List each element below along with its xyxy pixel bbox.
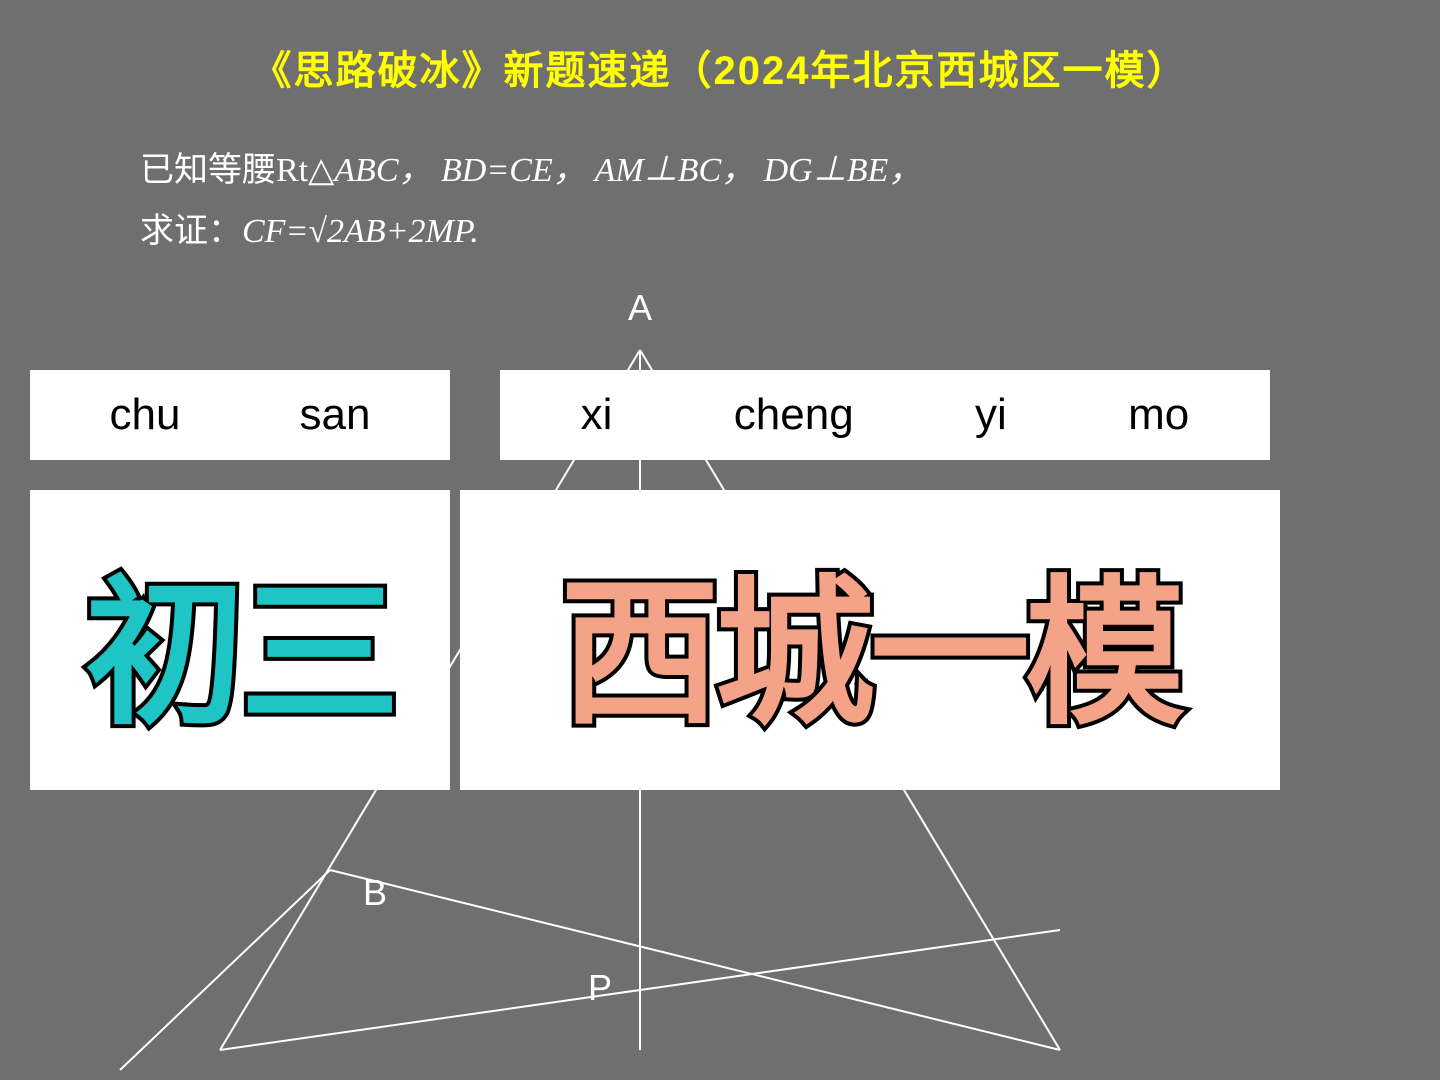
pinyin-mo: mo: [1128, 390, 1189, 440]
pinyin-chu: chu: [110, 390, 181, 440]
pinyin-san: san: [300, 390, 371, 440]
pinyin-yi: yi: [975, 390, 1007, 440]
problem-statement: 已知等腰Rt△ABC， BD=CE， AM⊥BC， DG⊥BE， 求证：CF=√…: [140, 140, 1240, 262]
pinyin-box-left: chu san: [30, 370, 450, 460]
problem-line2-cn: 求证：: [140, 213, 242, 250]
pinyin-cheng: cheng: [734, 390, 854, 440]
problem-line1-math: ABC， BD=CE， AM⊥BC， DG⊥BE，: [334, 152, 922, 189]
big-text-xicheng: 西城一模: [560, 524, 1180, 756]
svg-text:P: P: [588, 967, 612, 1008]
pinyin-xi: xi: [581, 390, 613, 440]
svg-text:B: B: [363, 872, 387, 913]
pinyin-box-right: xi cheng yi mo: [500, 370, 1270, 460]
big-box-left: 初三: [30, 490, 450, 790]
problem-line1-cn: 已知等腰Rt△: [140, 152, 334, 189]
svg-text:A: A: [628, 287, 652, 328]
problem-line2-math: CF=√2AB+2MP.: [242, 213, 479, 250]
big-text-chusan: 初三: [85, 524, 395, 756]
big-box-right: 西城一模: [460, 490, 1280, 790]
page-title: 《思路破冰》新题速递（2024年北京西城区一模）: [0, 38, 1440, 96]
